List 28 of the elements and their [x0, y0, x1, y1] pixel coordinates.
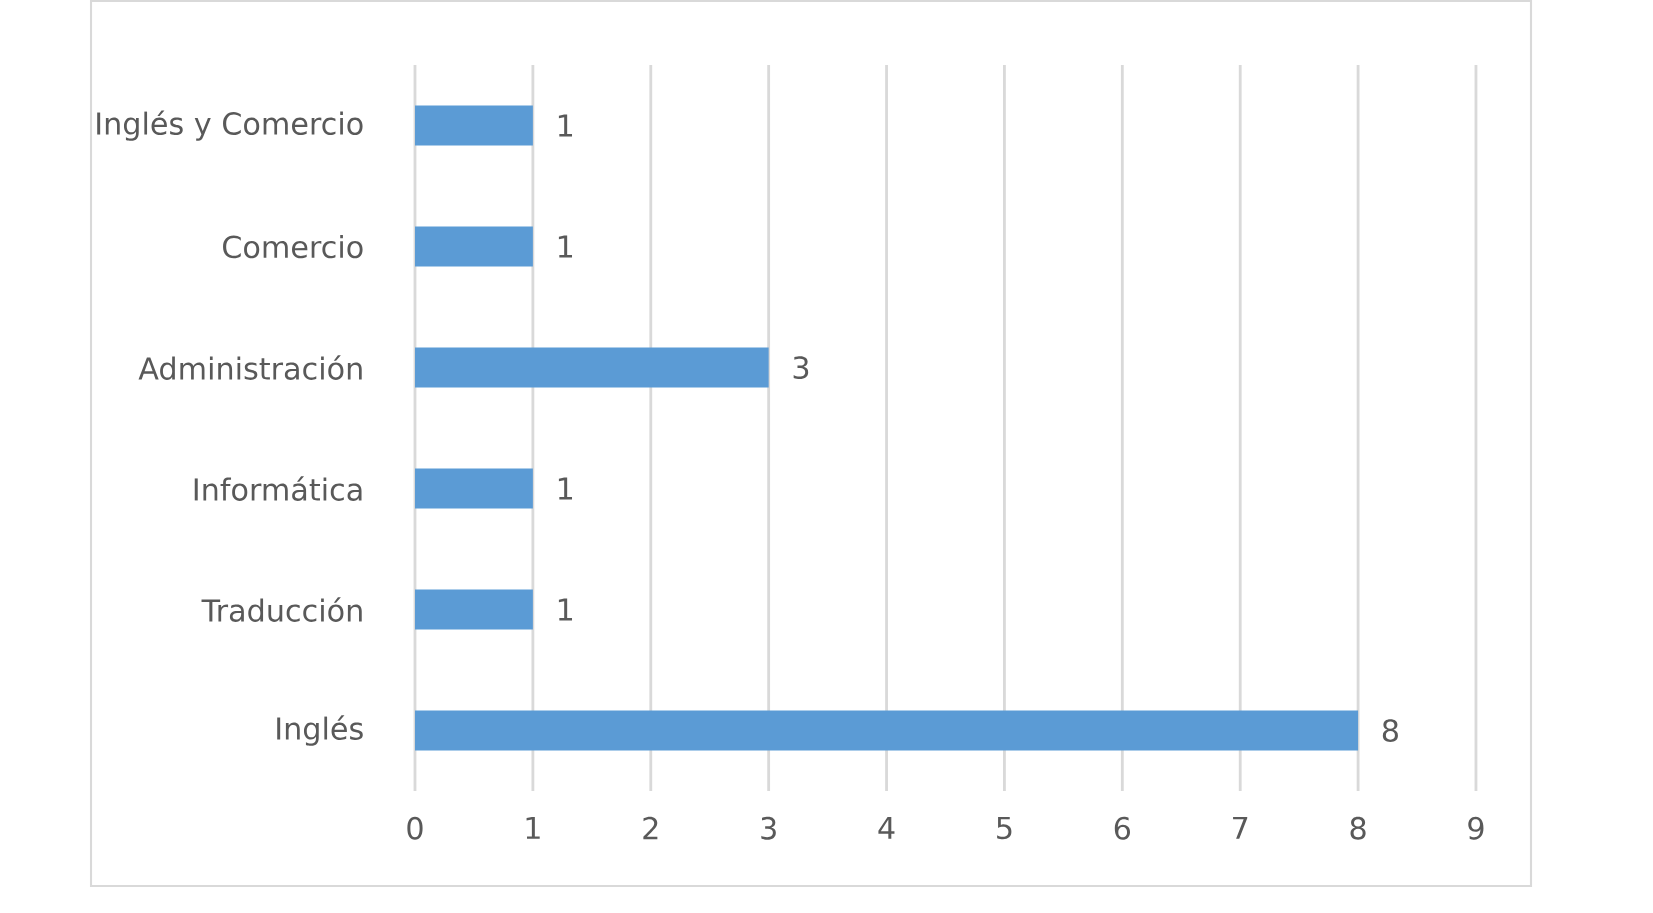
x-tick-label: 3 [761, 816, 776, 840]
x-tick-label: 1 [526, 816, 540, 839]
bar [415, 589, 533, 630]
y-tick-label: Administración [138, 355, 362, 380]
x-tick-label: 9 [1468, 816, 1484, 840]
bar [415, 226, 533, 267]
data-label: 1 [558, 477, 573, 500]
data-label: 1 [558, 235, 573, 258]
bar [415, 347, 769, 388]
bar [415, 468, 533, 509]
data-label: 1 [558, 114, 573, 137]
x-tick-label: 8 [1350, 816, 1366, 840]
y-tick-label: Traducción [201, 597, 362, 622]
x-tick-label: 6 [1114, 816, 1131, 840]
x-tick-label: 0 [407, 816, 423, 840]
data-label: 8 [1382, 719, 1398, 742]
x-tick-label: 4 [878, 816, 895, 839]
data-label: 1 [558, 598, 573, 621]
y-tick-label: Inglés [277, 715, 363, 746]
y-tick-label: Comercio [223, 234, 363, 259]
data-label: 3 [793, 356, 809, 379]
x-tick-label: 5 [997, 816, 1012, 840]
x-tick-label: 2 [643, 816, 658, 840]
x-tick-label: 7 [1233, 816, 1248, 839]
y-tick-label: Informática [194, 476, 362, 501]
bar [415, 105, 533, 146]
bar [415, 710, 1359, 751]
y-tick-label: Inglés y Comercio [97, 110, 363, 141]
